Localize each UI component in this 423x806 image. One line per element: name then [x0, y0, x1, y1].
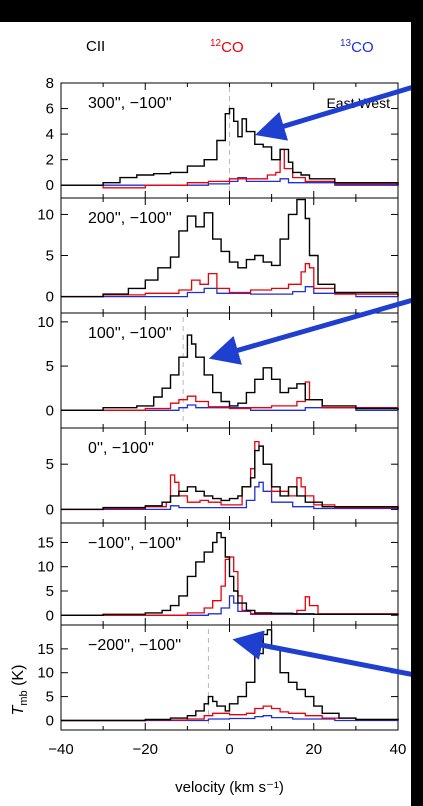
annotation-arrow [232, 630, 421, 679]
top-black-band [0, 0, 423, 22]
legend-13co: 13CO [340, 38, 374, 56]
y-tick-label: 4 [46, 126, 54, 143]
legend-cii: CII [86, 38, 105, 55]
y-tick-label: 10 [37, 206, 54, 223]
y-tick-label: 0 [46, 607, 54, 624]
y-tick-label: 5 [46, 456, 54, 473]
series-12co-line [61, 148, 399, 189]
y-tick-label: 10 [37, 665, 54, 682]
legend-12co-superscript: 12 [210, 38, 222, 49]
y-tick-label: 2 [46, 152, 54, 169]
panel-1: 0 5 10 200'', −100'' [37, 197, 399, 314]
panel-2: 0 5 10 100'', −100'' [37, 312, 399, 429]
legend-12co: 12CO [210, 38, 244, 56]
series-cii-line [61, 107, 399, 186]
series-12co-line [61, 381, 399, 411]
x-tick-label: 0 [225, 741, 233, 758]
x-tick-label: 40 [390, 741, 407, 758]
series-13co-line [61, 595, 399, 616]
series-cii-line [61, 198, 399, 298]
series-12co-line [61, 263, 399, 298]
y-tick-label: 0 [46, 402, 54, 419]
y-tick-label: 0 [46, 501, 54, 518]
y-tick-label: 6 [46, 101, 54, 118]
panel-3: 0 5 0'', −100'' [46, 427, 399, 524]
legend-12co-label: CO [221, 39, 244, 56]
legend-13co-superscript: 13 [340, 38, 352, 49]
right-black-band [411, 0, 423, 806]
series-13co-line [61, 176, 398, 186]
panel-position-label: 200'', −100'' [88, 210, 172, 227]
panel-position-label: 0'', −100'' [88, 440, 154, 457]
panel-position-label: −200'', −100'' [88, 637, 181, 654]
series-cii-line [61, 532, 399, 616]
panel-position-label: 100'', −100'' [88, 325, 172, 342]
y-tick-label: 10 [37, 314, 54, 331]
panel-5: 0 5 10 15 −200'', −100'' [37, 624, 399, 731]
x-tick-label: −20 [133, 741, 158, 758]
annotation-arrow [208, 295, 421, 365]
y-tick-label: 0 [46, 712, 54, 729]
y-tick-label: 5 [46, 583, 54, 600]
series-cii-line [61, 629, 399, 722]
x-axis-label: velocity (km s⁻¹) [175, 779, 284, 796]
annotation-arrow [255, 82, 421, 141]
panel-position-label: 300'', −100'' [88, 95, 172, 112]
y-tick-label: 10 [37, 559, 54, 576]
series-13co-line [61, 715, 398, 722]
series-cii-line [61, 445, 399, 511]
panel-4: 0 5 10 15 −100'', −100'' [37, 522, 399, 626]
y-tick-label: 5 [46, 358, 54, 375]
y-tick-label: 8 [46, 75, 54, 92]
y-tick-label: 0 [46, 289, 54, 306]
legend-cii-label: CII [86, 38, 106, 55]
x-tick-label: −40 [48, 741, 73, 758]
y-tick-label: 0 [46, 177, 54, 194]
series-12co-line [61, 556, 399, 616]
series-cii-line [61, 334, 399, 411]
x-tick-label: 20 [305, 741, 322, 758]
series-12co-line [61, 705, 399, 722]
y-tick-label: 15 [37, 534, 54, 551]
legend-13co-label: CO [351, 39, 374, 56]
y-axis-label: Tmb (K) [10, 665, 30, 716]
series-13co-line [61, 481, 399, 511]
y-tick-label: 5 [46, 248, 54, 265]
y-tick-label: 15 [37, 641, 54, 658]
series-13co-line [61, 286, 398, 298]
panel-position-label: −100'', −100'' [88, 535, 181, 552]
y-tick-label: 5 [46, 689, 54, 706]
